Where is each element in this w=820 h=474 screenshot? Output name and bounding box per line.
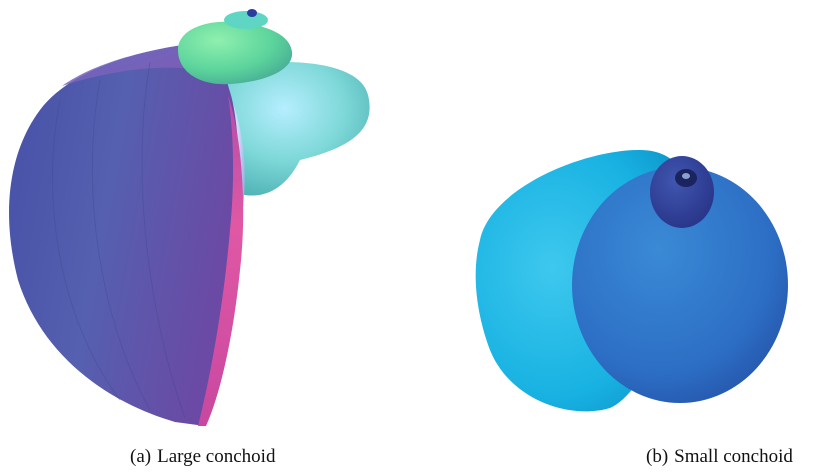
inner-lip: [198, 95, 244, 426]
outer-shell: [9, 42, 240, 426]
spire-whorl: [178, 21, 293, 85]
shell-ribs: [52, 61, 186, 419]
main-whorl: [572, 167, 788, 403]
shell-rim: [62, 42, 210, 86]
spire-whorl: [650, 156, 714, 228]
body-whorl: [215, 62, 370, 196]
panel-a-caption-text: Large conchoid: [157, 446, 276, 467]
panel-b-tag: (b): [646, 446, 669, 467]
large-conchoid-render: [9, 9, 370, 426]
panel-a-tag: (a): [130, 446, 152, 467]
apex-opening: [682, 173, 690, 179]
panel-b-caption-text: Small conchoid: [674, 446, 793, 467]
panel-b-caption: (b) Small conchoid: [646, 446, 793, 468]
apex-whorl: [224, 11, 268, 29]
apex-tip: [247, 9, 257, 17]
panel-a-caption: (a) Large conchoid: [130, 446, 275, 468]
figure-panel-a: (a) Large conchoid: [9, 9, 370, 468]
small-conchoid-render: [475, 150, 788, 412]
figure-panel-b: (b) Small conchoid: [410, 0, 820, 474]
